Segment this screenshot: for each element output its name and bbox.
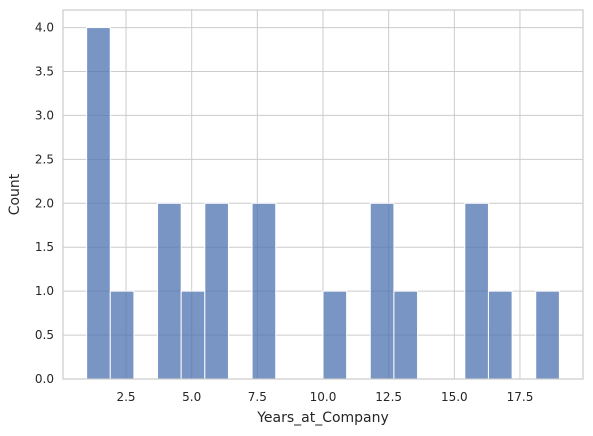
y-tick-label: 2.5 <box>35 152 54 166</box>
histogram-bar <box>369 202 395 380</box>
x-tick-label: 17.5 <box>507 390 534 404</box>
y-tick-label: 4.0 <box>35 21 54 35</box>
histogram-bar <box>157 202 182 380</box>
plot-frame <box>62 9 584 380</box>
y-axis-label: Count <box>7 173 23 215</box>
histogram-bar <box>322 290 348 380</box>
y-tick-label: 0.0 <box>35 372 54 386</box>
histogram-bar <box>109 290 135 380</box>
histogram-bar <box>487 290 513 380</box>
y-tick-label: 1.0 <box>35 284 54 298</box>
x-tick-label: 15.0 <box>441 390 468 404</box>
x-tick-labels: 2.5 5.0 7.5 10.0 12.5 15.0 17.5 <box>116 390 533 404</box>
bars <box>86 27 560 380</box>
histogram-bar <box>204 202 229 380</box>
y-tick-label: 0.5 <box>35 328 54 342</box>
x-tick-label: 2.5 <box>116 390 135 404</box>
y-tick-label: 1.5 <box>35 240 54 254</box>
histogram-bar <box>86 27 111 380</box>
x-tick-label: 5.0 <box>182 390 201 404</box>
histogram-bar <box>393 290 419 380</box>
x-tick-label: 10.0 <box>310 390 337 404</box>
x-axis-label: Years_at_Company <box>256 410 389 426</box>
histogram-bar <box>535 290 560 380</box>
histogram-bar <box>251 202 277 380</box>
x-tick-label: 12.5 <box>375 390 402 404</box>
histogram-bar <box>180 290 206 380</box>
y-tick-labels: 0.0 0.5 1.0 1.5 2.0 2.5 3.0 3.5 4.0 <box>35 21 54 386</box>
histogram-bar <box>464 202 489 380</box>
y-tick-label: 2.0 <box>35 196 54 210</box>
x-tick-label: 7.5 <box>248 390 267 404</box>
y-tick-label: 3.0 <box>35 108 54 122</box>
y-tick-label: 3.5 <box>35 65 54 79</box>
